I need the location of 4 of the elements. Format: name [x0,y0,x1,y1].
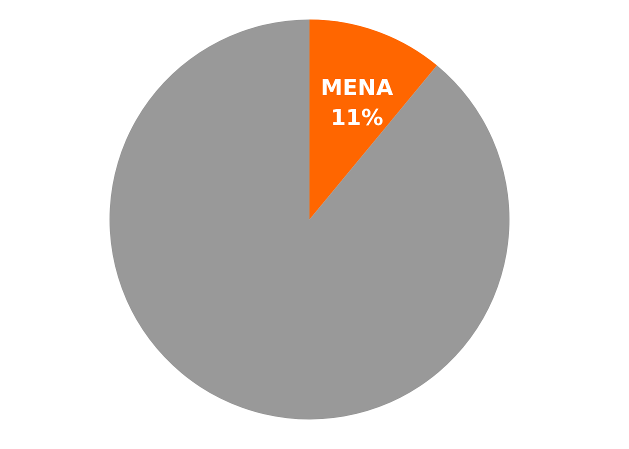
pie-slice [110,20,510,420]
data-label: 11% [330,106,384,131]
slice-label: MENA [320,76,394,101]
pie-slice [310,20,437,220]
